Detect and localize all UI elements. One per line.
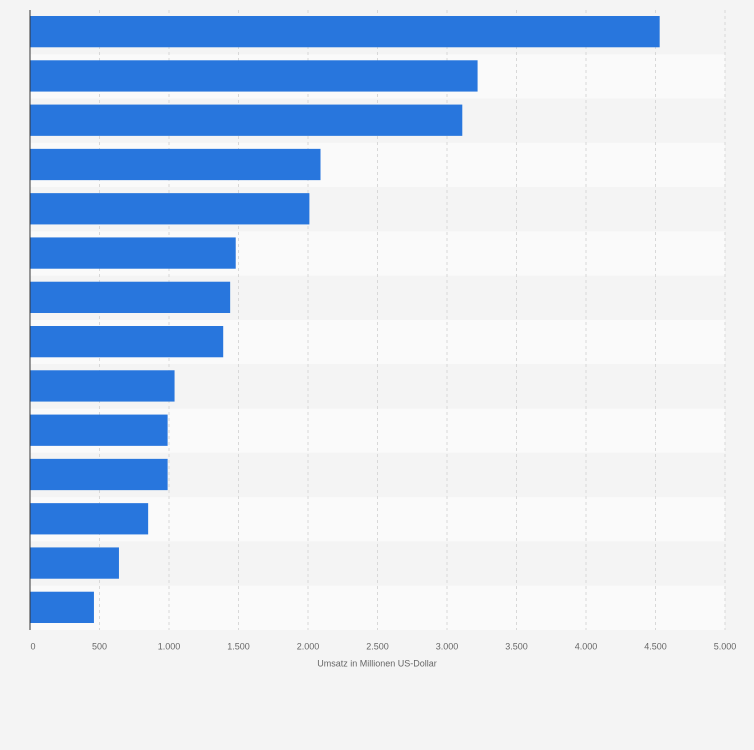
x-tick-label: 3.000: [436, 641, 459, 651]
x-tick-label: 4.000: [575, 641, 598, 651]
x-tick-label: 2.500: [366, 641, 389, 651]
bar: [30, 60, 478, 92]
x-tick-label: 2.000: [297, 641, 320, 651]
x-tick-label: 4.500: [644, 641, 667, 651]
bar: [30, 326, 224, 358]
bar: [30, 148, 321, 181]
bar: [30, 414, 168, 446]
bar: [30, 458, 168, 491]
x-tick-label: 1.000: [158, 641, 181, 651]
x-tick-label: 5.000: [714, 641, 737, 651]
x-tick-label: 0: [30, 641, 35, 651]
bar: [30, 591, 94, 623]
bar: [30, 16, 660, 48]
bar: [30, 237, 236, 269]
x-tick-label: 1.500: [227, 641, 250, 651]
x-tick-label: 500: [92, 641, 107, 651]
bar: [30, 370, 175, 402]
bar: [30, 547, 119, 579]
bar: [30, 193, 310, 225]
x-axis-label: Umsatz in Millionen US-Dollar: [317, 658, 437, 668]
bar: [30, 503, 149, 535]
x-tick-label: 3.500: [505, 641, 528, 651]
bar: [30, 281, 231, 313]
bar: [30, 104, 463, 136]
